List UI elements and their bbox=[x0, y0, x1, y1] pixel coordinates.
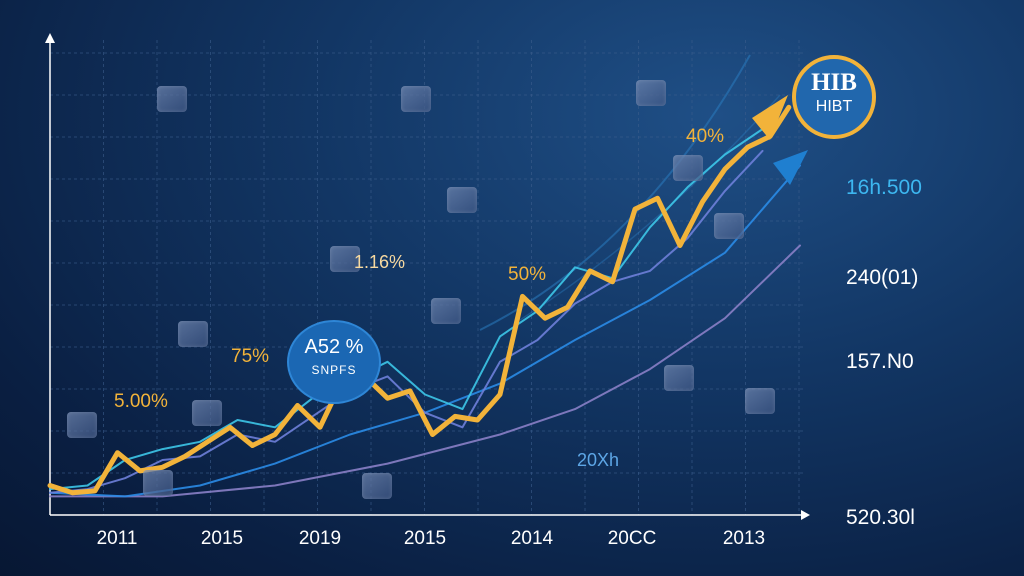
badge-value: A52 % bbox=[304, 336, 364, 358]
annotation-label: 20Xh bbox=[577, 450, 620, 470]
cube-icon bbox=[401, 86, 431, 112]
chart-axes bbox=[45, 33, 810, 520]
x-axis-arrow-icon bbox=[801, 510, 810, 520]
annotation-label: 50% bbox=[508, 264, 547, 285]
cube-icon bbox=[67, 412, 97, 438]
cube-icon bbox=[143, 470, 173, 496]
trend-guide-line bbox=[519, 94, 781, 321]
cube-icon bbox=[714, 213, 744, 239]
cube-icon bbox=[157, 86, 187, 112]
cube-icon bbox=[362, 473, 392, 499]
badge-caption: SNPFS bbox=[311, 363, 357, 377]
cube-icon bbox=[431, 298, 461, 324]
x-tick-label: 2019 bbox=[298, 528, 342, 549]
cube-icon bbox=[178, 321, 208, 347]
y-tick-label: 16h.500 bbox=[846, 176, 922, 199]
annotation-label: 1.16% bbox=[354, 252, 406, 272]
x-tick-label: 2014 bbox=[510, 528, 554, 549]
y-axis-arrow-icon bbox=[45, 33, 55, 43]
series-line bbox=[49, 128, 764, 491]
series-line-primary bbox=[47, 104, 792, 496]
trend-arrows bbox=[752, 95, 808, 185]
logo-text-primary: HIB bbox=[811, 69, 857, 96]
cube-icon bbox=[673, 155, 703, 181]
gold-trend-arrow-icon bbox=[752, 95, 788, 140]
x-tick-label: 2013 bbox=[722, 528, 766, 549]
percentage-badge: A52 % SNPFS bbox=[287, 320, 381, 404]
x-tick-label: 20CC bbox=[607, 528, 657, 549]
cube-icon bbox=[330, 246, 360, 272]
logo-text-secondary: HIBT bbox=[815, 98, 853, 115]
series-line bbox=[49, 244, 801, 498]
cube-icon bbox=[636, 80, 666, 106]
x-tick-label: 2011 bbox=[96, 528, 138, 549]
y-tick-label: 520.30l bbox=[846, 506, 915, 529]
trend-guide-lines bbox=[479, 54, 781, 331]
annotation-label: 75% bbox=[231, 346, 270, 367]
cube-icon bbox=[192, 400, 222, 426]
blue-trend-arrow-icon bbox=[773, 150, 808, 185]
cube-icon bbox=[745, 388, 775, 414]
y-tick-label: 240(01) bbox=[846, 266, 919, 289]
brand-logo: HIB HIBT bbox=[792, 55, 876, 139]
annotation-label: 40% bbox=[686, 126, 725, 147]
series-layer bbox=[47, 104, 801, 498]
y-tick-label: 157.N0 bbox=[846, 350, 914, 373]
x-tick-label: 2015 bbox=[200, 528, 244, 549]
annotation-label: 5.00% bbox=[114, 391, 168, 412]
x-tick-label: 2015 bbox=[403, 528, 447, 549]
chart-grid bbox=[49, 40, 805, 516]
cube-icon bbox=[664, 365, 694, 391]
cube-icon bbox=[447, 187, 477, 213]
